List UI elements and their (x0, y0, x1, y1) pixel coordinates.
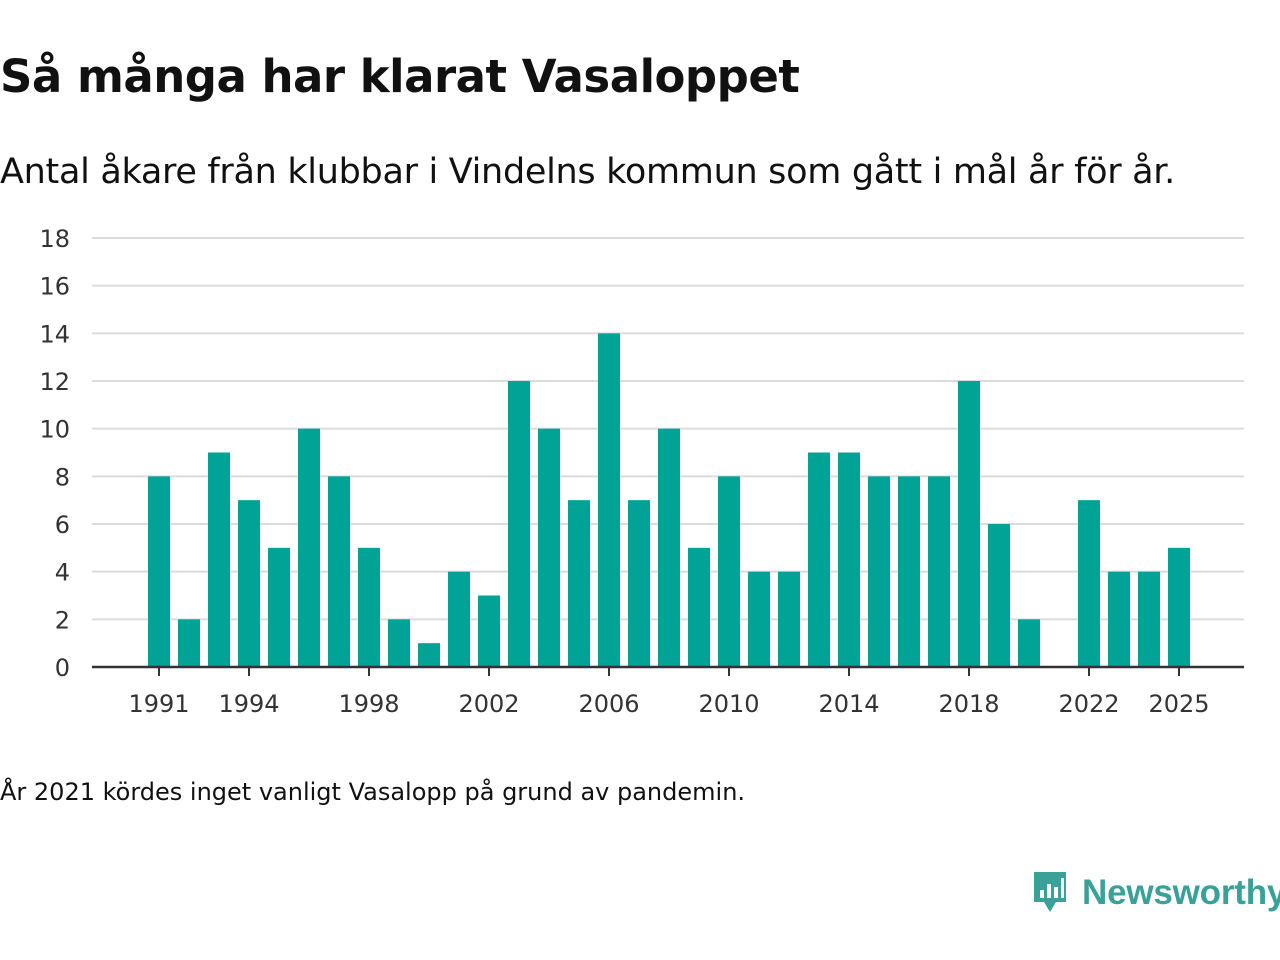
bar-1998 (358, 547, 380, 667)
bar-2006 (598, 333, 620, 667)
bar-2008 (658, 428, 680, 667)
bar-2016 (898, 476, 920, 667)
x-tick-label: 2002 (458, 690, 519, 718)
y-axis-labels: 0 2 4 6 8 10 12 14 16 18 (39, 225, 70, 682)
y-tick-label: 6 (55, 511, 70, 539)
y-tick-label: 16 (39, 273, 70, 301)
bar-2018 (958, 381, 980, 667)
bar-2013 (808, 452, 830, 667)
x-tick-label: 1994 (218, 690, 279, 718)
bar-1997 (328, 476, 350, 667)
bar-2005 (568, 500, 590, 667)
bar-2002 (478, 595, 500, 667)
chart-subtitle: Antal åkare från klubbar i Vindelns komm… (0, 152, 1175, 192)
bar-2019 (988, 524, 1010, 667)
y-tick-label: 4 (55, 559, 70, 587)
x-axis-ticks: 1991 1994 1998 2002 2006 2010 2014 2018 2022 2025 (128, 667, 1210, 718)
y-tick-label: 14 (39, 320, 70, 348)
bar-2011 (748, 571, 770, 667)
bar-2010 (718, 476, 740, 667)
bar-2012 (778, 571, 800, 667)
x-tick-label: 1991 (128, 690, 189, 718)
x-tick-label: 2022 (1058, 690, 1119, 718)
bar-2007 (628, 500, 650, 667)
bar-2020 (1018, 619, 1040, 667)
bar-2004 (538, 428, 560, 667)
y-tick-label: 12 (39, 368, 70, 396)
y-tick-label: 10 (39, 416, 70, 444)
x-tick-label: 2010 (698, 690, 759, 718)
x-tick-label: 2025 (1148, 690, 1209, 718)
y-tick-label: 18 (39, 225, 70, 253)
bar-1995 (268, 547, 290, 667)
logo-text: Newsworthy (1082, 873, 1280, 912)
bars (148, 333, 1190, 667)
bar-2017 (928, 476, 950, 667)
bar-chart: 1991 1994 1998 2002 2006 2010 2014 2018 2022 2025… (39, 225, 1244, 718)
bar-2001 (448, 571, 470, 667)
x-tick-label: 2014 (818, 690, 879, 718)
bar-2000 (418, 643, 440, 667)
bar-1996 (298, 428, 320, 667)
footnote: År 2021 kördes inget vanligt Vasalopp på… (0, 778, 746, 806)
bar-1994 (238, 500, 260, 667)
newsworthy-logo[interactable]: Newsworthy (1030, 868, 1280, 918)
chart-title: Så många har klarat Vasaloppet (0, 50, 800, 103)
newsworthy-logo-icon (1034, 872, 1066, 912)
bar-2015 (868, 476, 890, 667)
bar-2024 (1138, 571, 1160, 667)
x-tick-label: 2018 (938, 690, 999, 718)
bar-2014 (838, 452, 860, 667)
bar-1991 (148, 476, 170, 667)
y-tick-label: 0 (55, 654, 70, 682)
bar-2009 (688, 547, 710, 667)
bar-1993 (208, 452, 230, 667)
y-tick-label: 8 (55, 463, 70, 491)
bar-2022 (1078, 500, 1100, 667)
y-tick-label: 2 (55, 606, 70, 634)
bar-2025 (1168, 547, 1190, 667)
bar-2023 (1108, 571, 1130, 667)
bar-1992 (178, 619, 200, 667)
x-tick-label: 1998 (338, 690, 399, 718)
x-tick-label: 2006 (578, 690, 639, 718)
bar-2003 (508, 381, 530, 667)
bar-1999 (388, 619, 410, 667)
